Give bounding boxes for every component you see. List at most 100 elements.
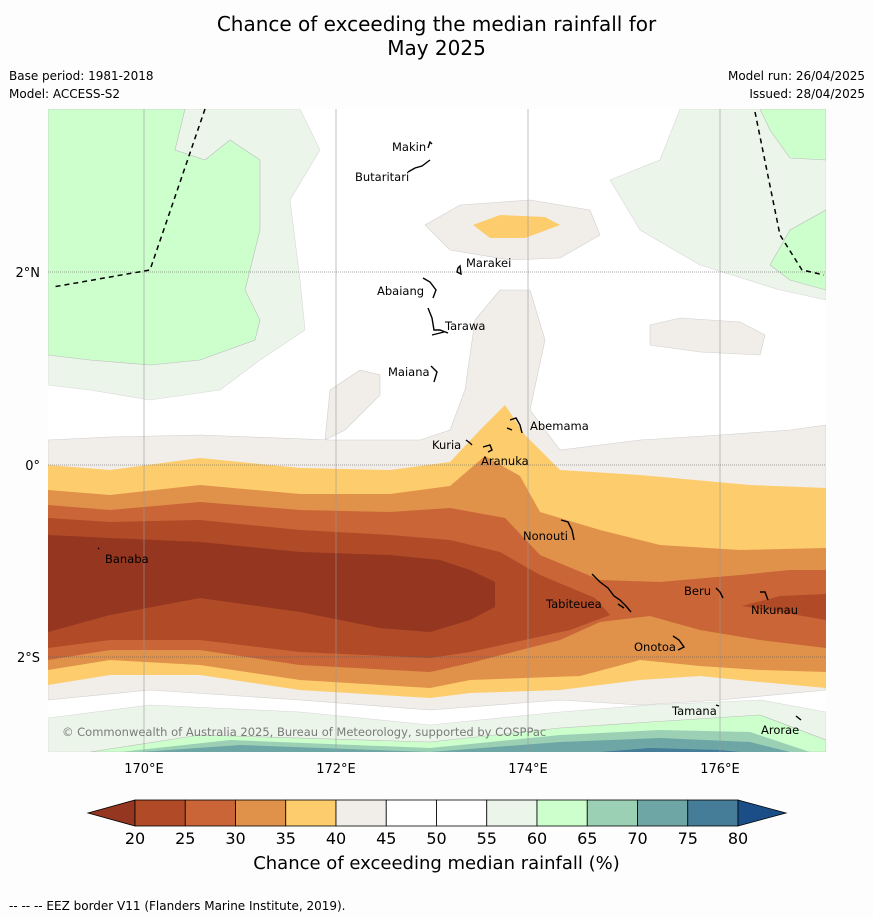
place-labels: Makin Butaritari Marakei Abaiang Tarawa … [105, 140, 799, 737]
colorbar-tick-label: 60 [527, 829, 547, 848]
map-title: Chance of exceeding the median rainfall … [0, 12, 873, 60]
lon-label-174e: 174°E [508, 762, 548, 777]
colorbar-segment [536, 799, 588, 827]
island-abemama [506, 417, 523, 434]
colorbar-extend-high [737, 799, 788, 827]
fill-40-45-east [649, 317, 766, 356]
fill-60-65-ne [759, 109, 826, 161]
colorbar-tick-label: 50 [426, 829, 446, 848]
label-beru: Beru [684, 584, 711, 598]
colorbar-segment [235, 799, 287, 827]
fill-below-20 [48, 535, 495, 632]
model-name: Model: ACCESS-S2 [9, 87, 121, 101]
label-arorae: Arorae [761, 723, 799, 737]
island-tabiteuea [591, 573, 632, 613]
label-nonouti: Nonouti [523, 529, 568, 543]
eez-border-west [52, 108, 206, 288]
colorbar-tick-label: 55 [477, 829, 497, 848]
colorbar-segment [586, 799, 638, 827]
island-tamana [715, 704, 720, 707]
colorbar-tick-label: 25 [175, 829, 195, 848]
island-butaritari [407, 159, 431, 173]
island-makin [427, 140, 433, 149]
fill-55-60-ne [609, 109, 826, 301]
island-maiana [430, 365, 438, 383]
island-outlines [97, 140, 802, 721]
contour-fills [48, 109, 826, 752]
fill-60-65-e [769, 209, 826, 291]
island-arorae [795, 715, 802, 721]
label-nikunau: Nikunau [751, 603, 798, 617]
colorbar-segment [335, 799, 387, 827]
colorbar-segment [637, 799, 689, 827]
colorbar-tick-label: 40 [326, 829, 346, 848]
colorbar-tick-label: 45 [376, 829, 396, 848]
island-kuria [465, 439, 473, 446]
island-nikunau [760, 591, 769, 601]
base-period: Base period: 1981-2018 [9, 69, 154, 83]
colorbar-tick-label: 65 [577, 829, 597, 848]
label-tarawa: Tarawa [444, 319, 485, 333]
label-abaiang: Abaiang [377, 284, 424, 298]
colorbar-label: Chance of exceeding median rainfall (%) [253, 853, 620, 874]
label-aranuka: Aranuka [481, 454, 529, 468]
colorbar: 20 25 30 35 40 45 50 55 60 65 70 75 80 [86, 799, 788, 848]
fill-75-80-south [600, 748, 740, 752]
label-onotoa: Onotoa [634, 640, 676, 654]
eez-border-east [754, 111, 825, 276]
island-banaba [97, 547, 100, 550]
colorbar-segment [436, 799, 488, 827]
lat-label-2s: 2°S [17, 651, 40, 666]
lat-label-2n: 2°N [16, 266, 41, 281]
label-tamana: Tamana [671, 704, 717, 718]
label-tabiteuea: Tabiteuea [545, 597, 602, 611]
fill-35-40-north [473, 215, 560, 238]
label-kuria: Kuria [432, 438, 461, 452]
island-abaiang [422, 277, 437, 299]
island-onotoa [672, 635, 686, 651]
colorbar-tick-label: 80 [728, 829, 748, 848]
colorbar-tick-label: 75 [678, 829, 698, 848]
latitude-labels: 2°N 0° 2°S [16, 266, 41, 666]
colorbar-extend-low [86, 799, 136, 827]
eez-footnote: -- -- -- EEZ border V11 (Flanders Marine… [9, 899, 346, 913]
fill-70-75-south [140, 738, 790, 752]
meta-left: Base period: 1981-2018 Model: ACCESS-S2 [9, 67, 154, 103]
island-tarawa [427, 307, 449, 336]
colorbar-tick-label: 20 [125, 829, 145, 848]
fill-20-25-east [742, 594, 826, 620]
lon-label-176e: 176°E [700, 762, 740, 777]
title-line-2: May 2025 [387, 36, 486, 60]
colorbar-segment [184, 799, 236, 827]
issued-date: Issued: 28/04/2025 [749, 87, 865, 101]
graticule [48, 109, 826, 752]
colorbar-tick-label: 70 [627, 829, 647, 848]
colorbar-segment [687, 799, 739, 827]
colorbar-tick-label: 30 [225, 829, 245, 848]
longitude-labels: 170°E 172°E 174°E 176°E [124, 762, 740, 777]
model-run: Model run: 26/04/2025 [727, 69, 865, 83]
colorbar-segment [486, 799, 538, 827]
label-marakei: Marakei [466, 256, 511, 270]
eez-border [52, 108, 825, 288]
colorbar-segment [385, 799, 437, 827]
lon-label-170e: 170°E [124, 762, 164, 777]
colorbar-tick-label: 35 [276, 829, 296, 848]
label-banaba: Banaba [105, 552, 149, 566]
colorbar-segment [285, 799, 337, 827]
fill-40-45-west [324, 369, 381, 441]
label-abemama: Abemama [530, 419, 589, 433]
island-beru [715, 587, 724, 599]
island-marakei [456, 264, 462, 276]
title-line-1: Chance of exceeding the median rainfall … [216, 12, 657, 36]
meta-right: Model run: 26/04/2025 Issued: 28/04/2025 [728, 67, 865, 103]
island-nonouti [560, 519, 575, 541]
label-butaritari: Butaritari [355, 170, 409, 184]
fill-60-65-nw [48, 109, 261, 366]
label-maiana: Maiana [388, 365, 430, 379]
copyright-notice: © Commonwealth of Australia 2025, Bureau… [62, 725, 546, 739]
label-makin: Makin [392, 140, 426, 154]
lat-label-0: 0° [25, 459, 40, 474]
colorbar-segment [134, 799, 186, 827]
